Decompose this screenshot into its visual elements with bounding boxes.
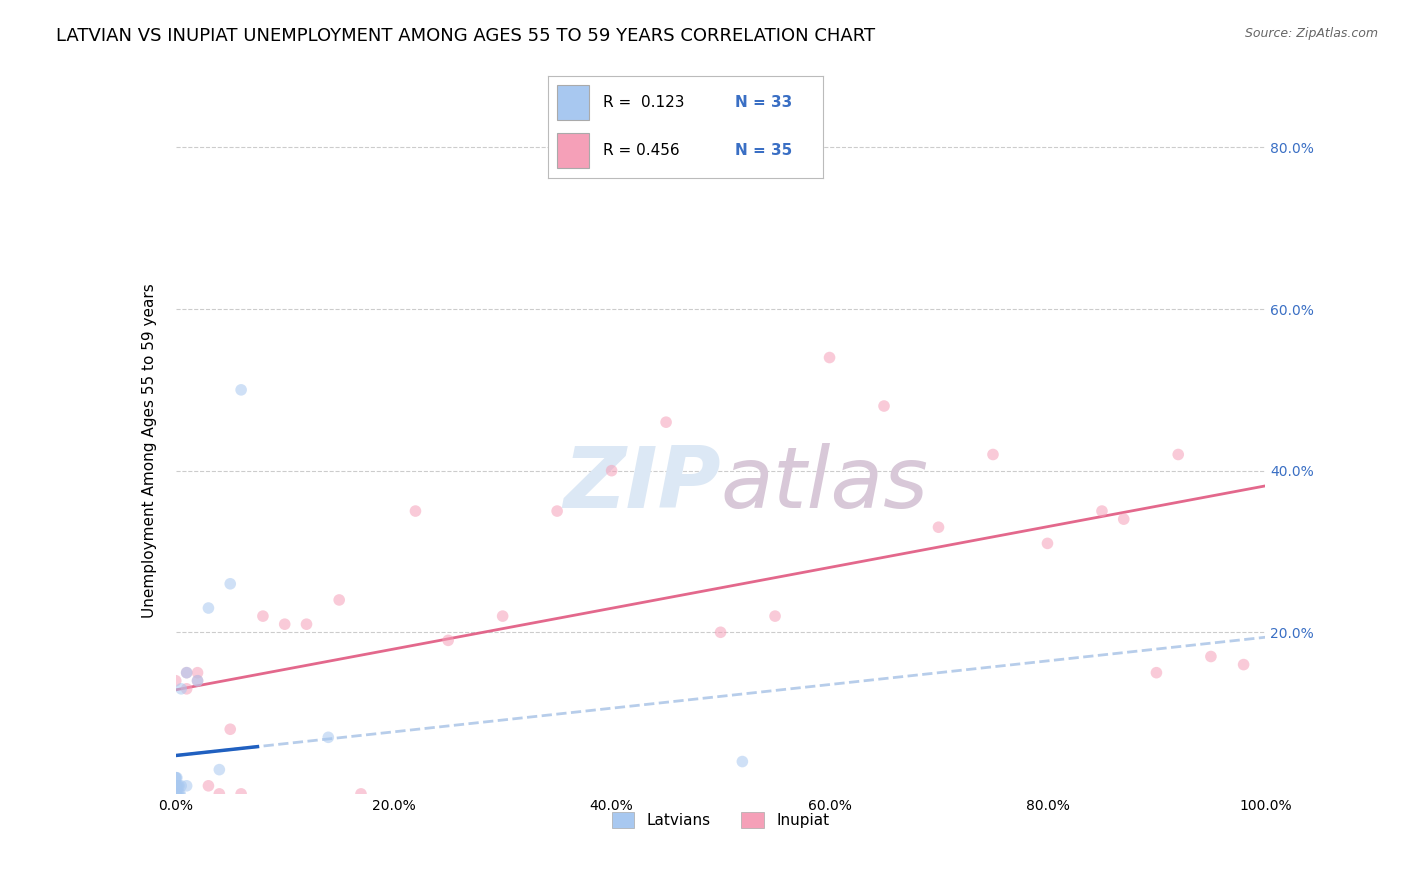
Text: N = 33: N = 33: [735, 95, 792, 110]
Point: [176, 779, 198, 793]
Point: [165, 787, 187, 801]
Point: [328, 593, 350, 607]
Point: [166, 771, 188, 785]
Point: [165, 771, 187, 785]
Text: LATVIAN VS INUPIAT UNEMPLOYMENT AMONG AGES 55 TO 59 YEARS CORRELATION CHART: LATVIAN VS INUPIAT UNEMPLOYMENT AMONG AG…: [56, 27, 876, 45]
Point: [1199, 649, 1222, 664]
Point: [1232, 657, 1256, 672]
Point: [763, 609, 786, 624]
Point: [167, 779, 190, 793]
Point: [165, 787, 187, 801]
Point: [167, 779, 190, 793]
Point: [165, 787, 187, 801]
Point: [165, 787, 187, 801]
Y-axis label: Unemployment Among Ages 55 to 59 years: Unemployment Among Ages 55 to 59 years: [142, 283, 157, 618]
Point: [231, 383, 253, 397]
Point: [710, 625, 733, 640]
Point: [165, 787, 187, 801]
Point: [873, 399, 896, 413]
Text: atlas: atlas: [721, 443, 928, 526]
Point: [437, 633, 460, 648]
Point: [167, 787, 190, 801]
Point: [176, 665, 198, 680]
Point: [1112, 512, 1135, 526]
Point: [274, 617, 297, 632]
Point: [170, 779, 193, 793]
FancyBboxPatch shape: [557, 85, 589, 120]
Legend: Latvians, Inupiat: Latvians, Inupiat: [606, 806, 835, 834]
Point: [219, 723, 242, 737]
Point: [165, 787, 187, 801]
Point: [165, 779, 187, 793]
Text: R = 0.456: R = 0.456: [603, 144, 679, 158]
Point: [655, 415, 678, 429]
Point: [731, 755, 754, 769]
Point: [208, 787, 231, 801]
Point: [169, 787, 191, 801]
Point: [176, 665, 198, 680]
Point: [165, 779, 187, 793]
Point: [197, 779, 219, 793]
Point: [818, 351, 841, 365]
Point: [295, 617, 318, 632]
Point: [165, 779, 187, 793]
Point: [167, 787, 190, 801]
FancyBboxPatch shape: [557, 133, 589, 168]
Point: [219, 576, 242, 591]
Text: N = 35: N = 35: [735, 144, 792, 158]
Point: [165, 673, 187, 688]
Point: [1036, 536, 1059, 550]
Point: [186, 665, 209, 680]
Point: [166, 787, 188, 801]
Point: [981, 448, 1004, 462]
Point: [170, 681, 193, 696]
Text: ZIP: ZIP: [562, 443, 721, 526]
Point: [492, 609, 515, 624]
Text: Source: ZipAtlas.com: Source: ZipAtlas.com: [1244, 27, 1378, 40]
Point: [231, 787, 253, 801]
Point: [1091, 504, 1114, 518]
Point: [166, 779, 188, 793]
Point: [1144, 665, 1167, 680]
Point: [186, 673, 209, 688]
Point: [165, 787, 187, 801]
Point: [197, 601, 219, 615]
Text: R =  0.123: R = 0.123: [603, 95, 685, 110]
Point: [546, 504, 568, 518]
Point: [252, 609, 274, 624]
Point: [165, 779, 187, 793]
Point: [186, 673, 209, 688]
Point: [350, 787, 373, 801]
Point: [405, 504, 427, 518]
Point: [600, 464, 623, 478]
Point: [165, 779, 187, 793]
Point: [165, 787, 187, 801]
Point: [1167, 448, 1189, 462]
Point: [208, 763, 231, 777]
Point: [165, 771, 187, 785]
Point: [318, 731, 340, 745]
Point: [928, 520, 950, 534]
Point: [176, 681, 198, 696]
Point: [165, 787, 187, 801]
